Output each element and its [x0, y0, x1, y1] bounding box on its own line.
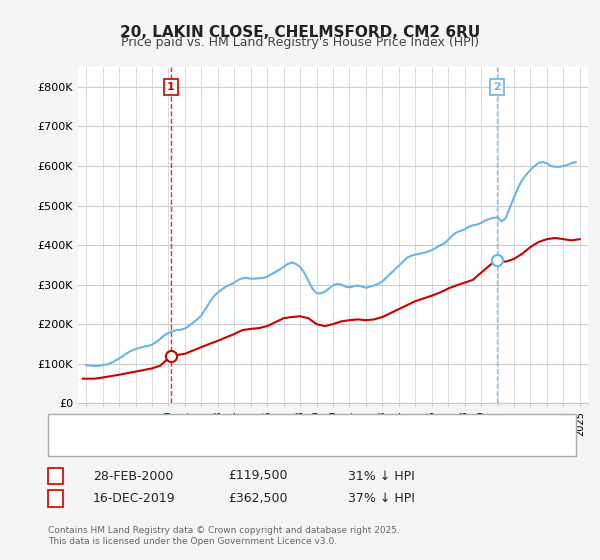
Text: 2: 2: [493, 82, 501, 92]
Text: 31% ↓ HPI: 31% ↓ HPI: [348, 469, 415, 483]
Text: 37% ↓ HPI: 37% ↓ HPI: [348, 492, 415, 505]
Text: 1: 1: [52, 469, 60, 483]
Text: £119,500: £119,500: [228, 469, 287, 483]
Text: £362,500: £362,500: [228, 492, 287, 505]
Text: —: —: [78, 425, 95, 443]
Text: HPI: Average price, detached house, Chelmsford: HPI: Average price, detached house, Chel…: [93, 429, 346, 439]
Text: 16-DEC-2019: 16-DEC-2019: [93, 492, 176, 505]
Text: —: —: [78, 414, 95, 432]
Text: Price paid vs. HM Land Registry's House Price Index (HPI): Price paid vs. HM Land Registry's House …: [121, 36, 479, 49]
Text: 20, LAKIN CLOSE, CHELMSFORD, CM2 6RU: 20, LAKIN CLOSE, CHELMSFORD, CM2 6RU: [120, 25, 480, 40]
Text: 20, LAKIN CLOSE, CHELMSFORD, CM2 6RU (detached house): 20, LAKIN CLOSE, CHELMSFORD, CM2 6RU (de…: [93, 418, 409, 428]
Text: 1: 1: [167, 82, 175, 92]
Text: 2: 2: [52, 492, 60, 505]
Text: Contains HM Land Registry data © Crown copyright and database right 2025.
This d: Contains HM Land Registry data © Crown c…: [48, 526, 400, 546]
Text: 28-FEB-2000: 28-FEB-2000: [93, 469, 173, 483]
